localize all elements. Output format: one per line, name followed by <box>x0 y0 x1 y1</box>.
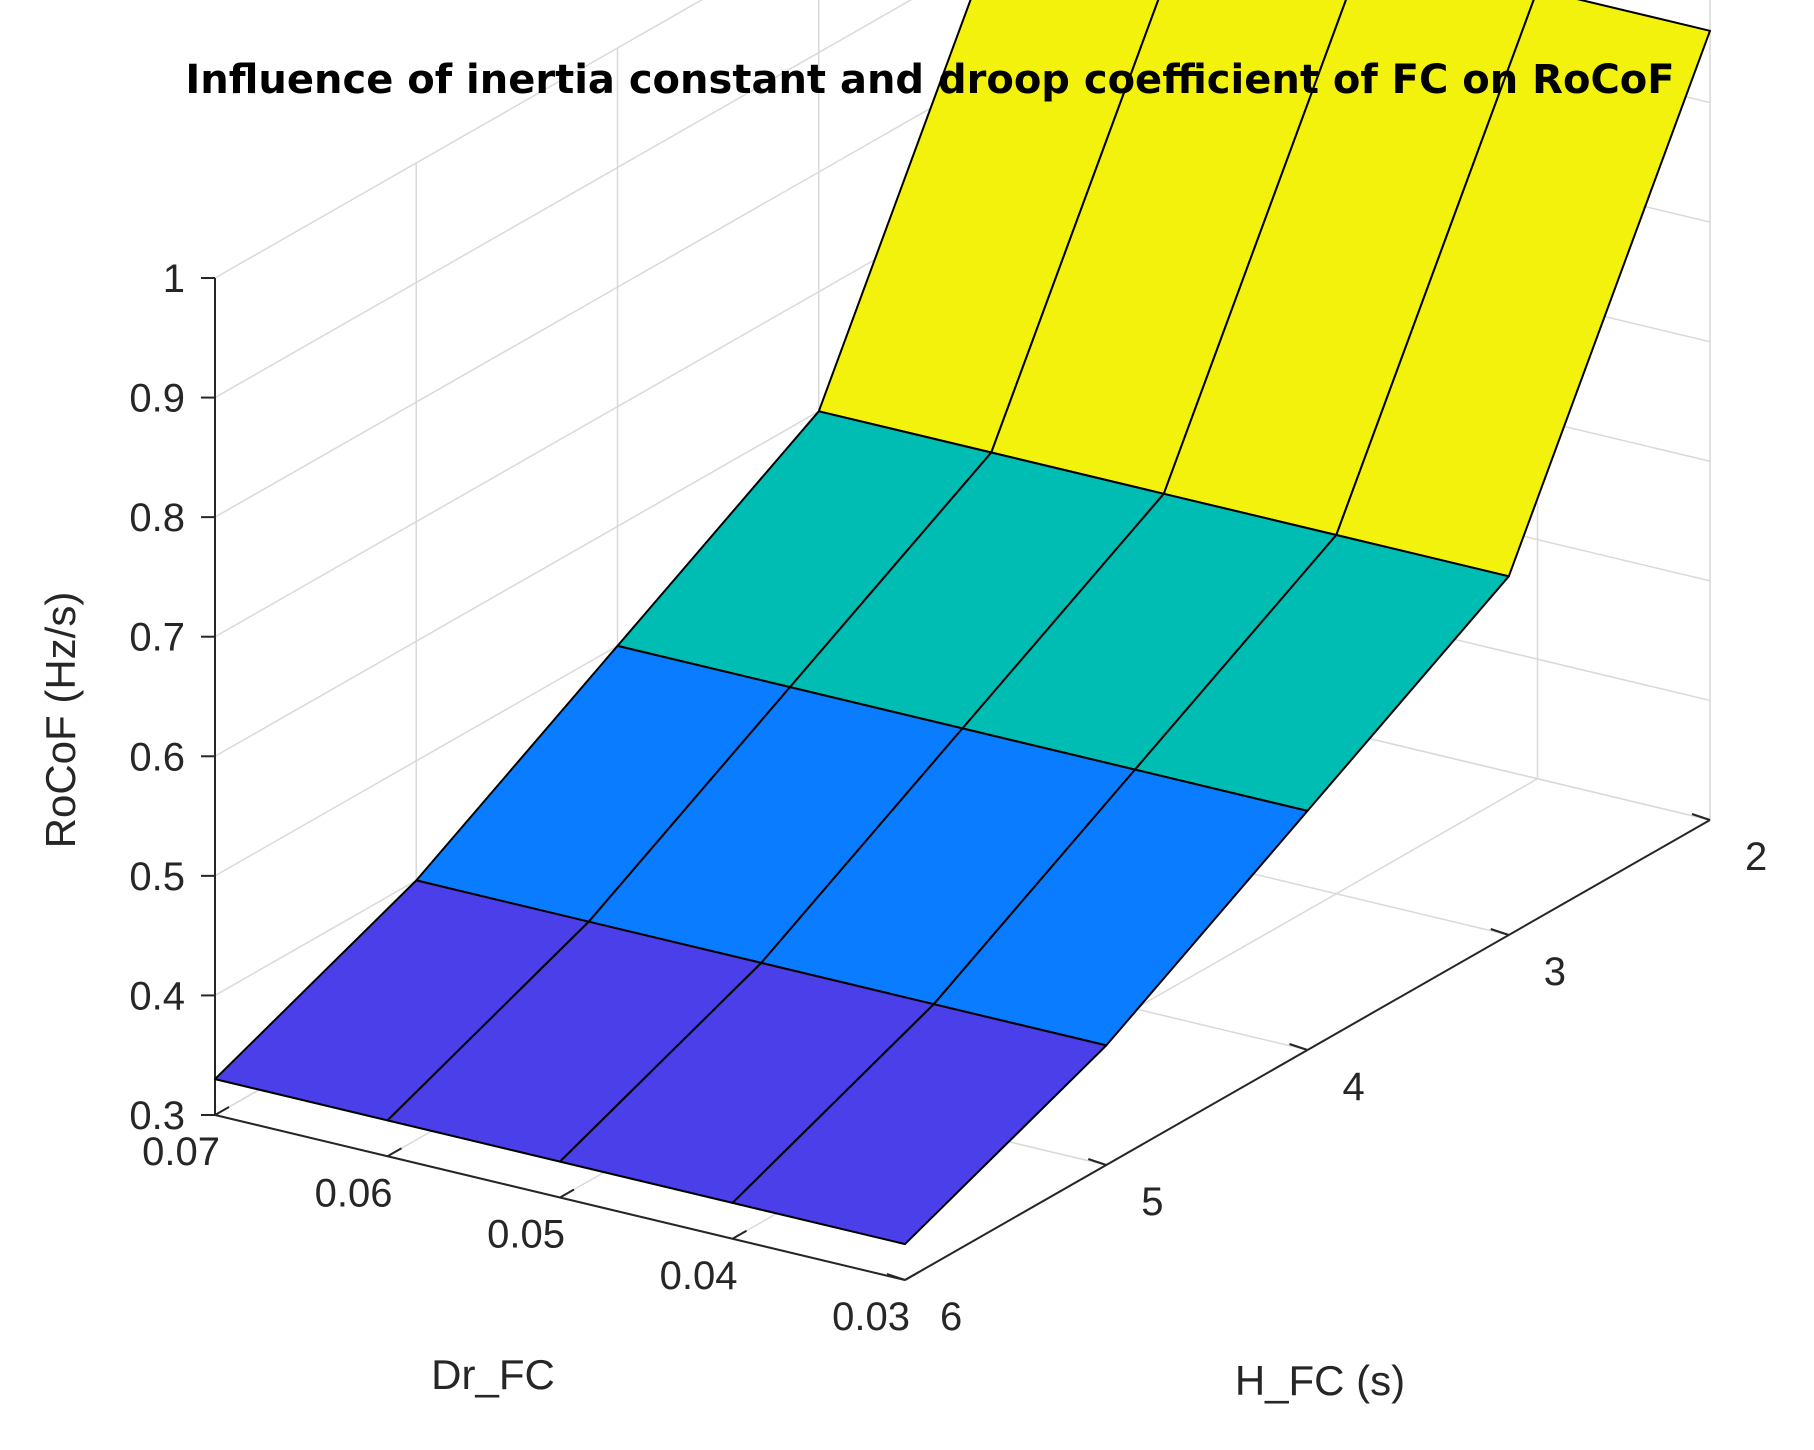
x-tick-label: 0.06 <box>315 1171 393 1215</box>
y-tick-label: 4 <box>1343 1065 1365 1109</box>
y-tick-mark <box>1691 813 1711 821</box>
x-tick-label: 0.03 <box>832 1295 910 1339</box>
y-tick-mark <box>886 1273 906 1281</box>
y-tick-mark <box>1289 1043 1308 1051</box>
x-tick-label: 0.05 <box>487 1213 565 1257</box>
y-tick-label: 6 <box>940 1295 962 1339</box>
z-tick-label: 0.8 <box>129 496 185 540</box>
x-tick-mark <box>732 1229 747 1240</box>
y-tick-label: 5 <box>1141 1180 1163 1224</box>
z-tick-label: 0.3 <box>129 1094 185 1138</box>
surface-patch <box>731 1003 1108 1246</box>
y-tick-label: 2 <box>1745 835 1767 879</box>
y-axis-label: H_FC (s) <box>1235 1357 1405 1404</box>
x-tick-mark <box>559 1188 575 1199</box>
surface-layer <box>214 0 1711 1246</box>
y-tick-mark <box>1490 928 1510 936</box>
x-tick-label: 0.07 <box>142 1130 220 1174</box>
tick-label-layer: 0.07 0.06 0.05 0.04 0.03 6 5 4 3 2 0.3 0.4 0.5 0.6 0.7… <box>129 257 1767 1339</box>
z-tick-label: 0.4 <box>129 974 185 1018</box>
x-tick-mark <box>904 1271 920 1281</box>
y-tick-mark <box>1087 1158 1107 1166</box>
x-tick-mark <box>214 1106 230 1116</box>
x-tick-label: 0.04 <box>660 1254 738 1298</box>
z-tick-label: 0.7 <box>129 616 185 660</box>
chart-title: Influence of inertia constant and droop … <box>185 57 1674 103</box>
z-tick-label: 1 <box>163 257 185 301</box>
z-axis-label: RoCoF (Hz/s) <box>37 592 84 849</box>
y-tick-label: 3 <box>1544 950 1566 994</box>
z-tick-label: 0.9 <box>129 377 185 421</box>
x-tick-mark <box>387 1147 402 1158</box>
z-tick-label: 0.6 <box>129 735 185 779</box>
z-tick-label: 0.5 <box>129 855 185 899</box>
x-axis-label: Dr_FC <box>431 1351 555 1398</box>
